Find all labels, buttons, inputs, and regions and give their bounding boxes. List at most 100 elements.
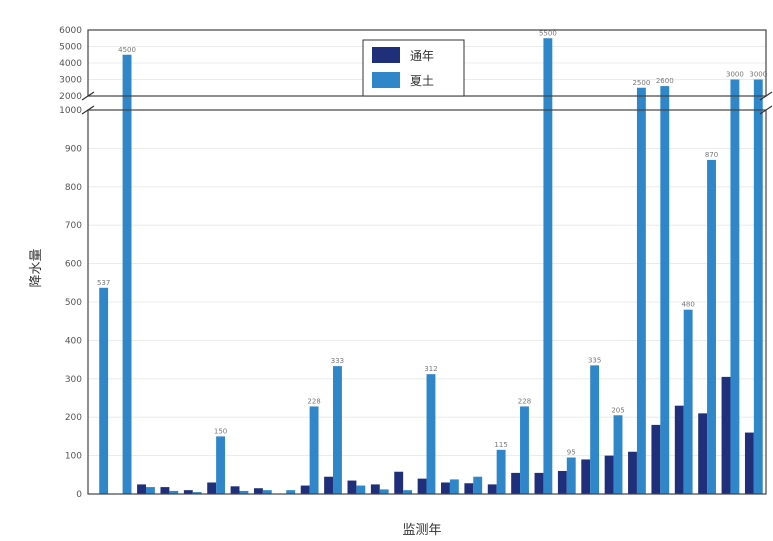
bar-series-1	[394, 471, 404, 494]
y-axis-title: 降水量	[29, 248, 44, 287]
bar-data-label: 537	[97, 279, 110, 287]
bar-data-label: 3000	[749, 71, 767, 79]
bars-layer	[99, 38, 763, 495]
bar-series-2	[286, 490, 296, 494]
bar-series-1	[721, 376, 731, 494]
y-tick-label: 6000	[59, 26, 82, 36]
bar-series-2	[520, 406, 529, 494]
y-tick-label: 3000	[59, 76, 82, 86]
axis-layer: 0 100 200 300 400 500 600 700 800 900 1000 2000 3000…	[59, 26, 773, 500]
axis-break-mark	[759, 105, 773, 115]
axis-break-mark	[759, 91, 773, 101]
bar-data-label: 480	[681, 301, 694, 309]
bar-data-label: 150	[214, 427, 227, 435]
bar-data-label: 312	[424, 365, 437, 373]
legend-label-series-1: 通年	[410, 49, 434, 63]
bar-series-1	[651, 424, 661, 494]
bar-series-2	[309, 406, 319, 494]
bar-series-2	[122, 54, 132, 494]
bar-series-1	[464, 483, 474, 494]
bar-series-2	[543, 38, 553, 494]
bar-series-2	[496, 449, 506, 494]
bar-series-1	[604, 455, 614, 494]
bar-series-2	[683, 309, 693, 494]
bar-series-1	[581, 459, 591, 494]
bar-series-2	[730, 79, 740, 494]
bar-series-1	[628, 451, 637, 494]
bar-series-1	[557, 470, 567, 494]
legend: 通年 夏土	[362, 39, 465, 97]
bar-series-2	[707, 159, 716, 495]
axis-break-mark	[81, 105, 95, 115]
labels-layer: 537 4500 150 228 333 312 115 228 5500 95 335 205 250…	[97, 29, 767, 456]
bar-series-1	[160, 487, 170, 494]
bar-series-1	[370, 484, 380, 494]
bar-series-1	[511, 472, 521, 494]
y-tick-label: 0	[76, 490, 82, 500]
y-tick-label: 600	[65, 260, 82, 270]
bar-data-label: 95	[567, 449, 576, 457]
bar-series-2	[473, 476, 483, 494]
legend-swatch-series-2	[372, 72, 400, 88]
bar-data-label: 228	[307, 397, 320, 405]
bar-series-2	[426, 374, 436, 494]
bar-series-2	[356, 485, 366, 494]
bar-series-1	[347, 480, 357, 494]
bar-series-1	[207, 482, 217, 494]
bar-series-2	[613, 415, 623, 494]
bar-series-2	[660, 86, 670, 494]
bar-series-1	[698, 413, 708, 494]
bar-series-2	[590, 365, 600, 494]
y-tick-label: 700	[65, 221, 82, 231]
bar-series-1	[417, 478, 427, 494]
bar-data-label: 2500	[632, 79, 650, 87]
y-tick-label: 2000	[59, 92, 82, 102]
x-axis-title: 监测年	[402, 523, 441, 538]
bar-series-2	[636, 87, 646, 494]
y-tick-label: 4000	[59, 59, 82, 69]
axis-break-mark	[81, 91, 95, 101]
y-tick-label: 900	[65, 144, 82, 154]
bar-data-label: 5500	[539, 29, 557, 37]
bar-data-label: 335	[588, 356, 601, 364]
y-tick-label: 800	[65, 183, 82, 193]
lower-panel-frame	[87, 109, 767, 495]
bar-series-1	[324, 476, 334, 494]
bar-data-label: 2600	[656, 77, 674, 85]
bar-series-2	[239, 490, 249, 494]
bar-series-2	[333, 366, 342, 494]
bar-series-2	[753, 79, 763, 494]
y-tick-label: 1000	[59, 106, 82, 116]
bar-series-2	[99, 287, 109, 494]
bar-data-label: 228	[518, 397, 531, 405]
bar-series-1	[487, 484, 497, 494]
bar-series-1	[300, 485, 310, 494]
bar-series-2	[566, 457, 576, 494]
y-tick-label: 300	[65, 375, 82, 385]
bar-data-label: 205	[611, 406, 624, 414]
bar-data-label: 333	[331, 357, 344, 365]
bar-series-2	[169, 490, 179, 494]
bar-data-label: 115	[494, 441, 507, 449]
bar-series-1	[674, 405, 684, 494]
bar-series-1	[441, 482, 450, 494]
bar-series-2	[449, 479, 459, 494]
bar-series-2	[262, 490, 272, 494]
y-tick-label: 400	[65, 336, 82, 346]
bar-series-1	[137, 484, 146, 494]
bar-data-label: 3000	[726, 71, 744, 79]
bar-data-label: 4500	[118, 46, 136, 54]
bar-series-1	[183, 490, 193, 494]
y-tick-label: 200	[65, 413, 82, 423]
bar-series-2	[403, 490, 413, 494]
y-tick-label: 100	[65, 452, 82, 462]
bar-series-1	[230, 486, 240, 494]
bar-series-2	[216, 436, 225, 494]
bar-series-1	[744, 432, 754, 494]
legend-swatch-series-1	[372, 47, 400, 63]
bar-series-2	[145, 487, 155, 494]
y-tick-label: 5000	[59, 43, 82, 53]
y-tick-label: 500	[65, 298, 82, 308]
bar-series-1	[534, 472, 544, 494]
